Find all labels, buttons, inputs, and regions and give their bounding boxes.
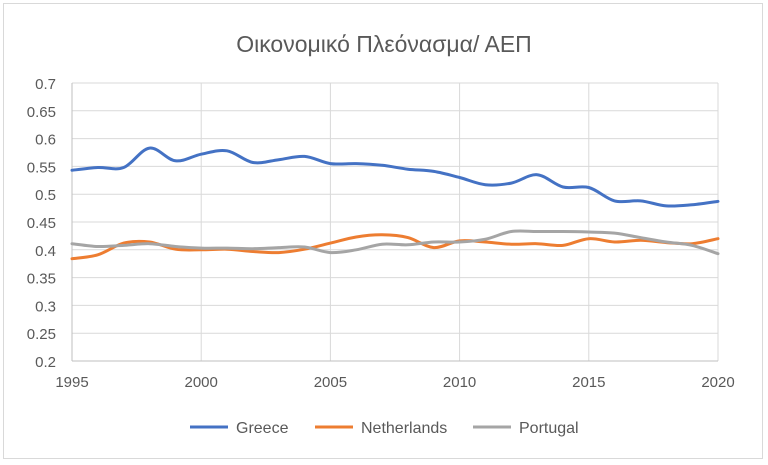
legend: Greece Netherlands Portugal	[190, 420, 579, 437]
series-line-greece	[70, 146, 720, 208]
gridlines	[71, 82, 719, 362]
y-tick-label: 0.7	[35, 76, 56, 93]
y-tick-label: 0.4	[35, 243, 56, 260]
y-tick-label: 0.65	[27, 104, 56, 121]
chart-title: Οικονομικό Πλεόνασμα/ ΑΕΠ	[236, 31, 532, 57]
y-tick-label: 0.25	[27, 326, 56, 343]
chart-area: Οικονομικό Πλεόνασμα/ ΑΕΠ 0.2 0.25 0.3 0.35…	[3, 3, 763, 459]
y-tick-label: 0.5	[35, 187, 56, 204]
data-series	[70, 146, 720, 261]
legend-label-greece: Greece	[236, 420, 289, 437]
y-tick-label: 0.3	[35, 298, 56, 315]
axes: 0.2 0.25 0.3 0.35 0.4 0.45 0.5 0.55 0.6 0.65 0.7 19…	[27, 76, 735, 391]
x-tick-label: 2010	[443, 374, 476, 391]
y-tick-label: 0.45	[27, 215, 56, 232]
legend-label-netherlands: Netherlands	[361, 420, 447, 437]
x-tick-label: 1995	[55, 374, 88, 391]
line-chart: Οικονομικό Πλεόνασμα/ ΑΕΠ 0.2 0.25 0.3 0.35…	[27, 31, 735, 437]
y-tick-label: 0.6	[35, 132, 56, 149]
y-tick-label: 0.35	[27, 271, 56, 288]
x-tick-label: 2000	[185, 374, 218, 391]
y-tick-label: 0.55	[27, 159, 56, 176]
x-tick-label: 2020	[701, 374, 734, 391]
y-tick-label: 0.2	[35, 354, 56, 371]
legend-label-portugal: Portugal	[519, 420, 579, 437]
series-line-portugal	[70, 229, 720, 256]
x-tick-label: 2015	[572, 374, 605, 391]
x-tick-label: 2005	[314, 374, 347, 391]
series-line-netherlands	[70, 233, 720, 261]
